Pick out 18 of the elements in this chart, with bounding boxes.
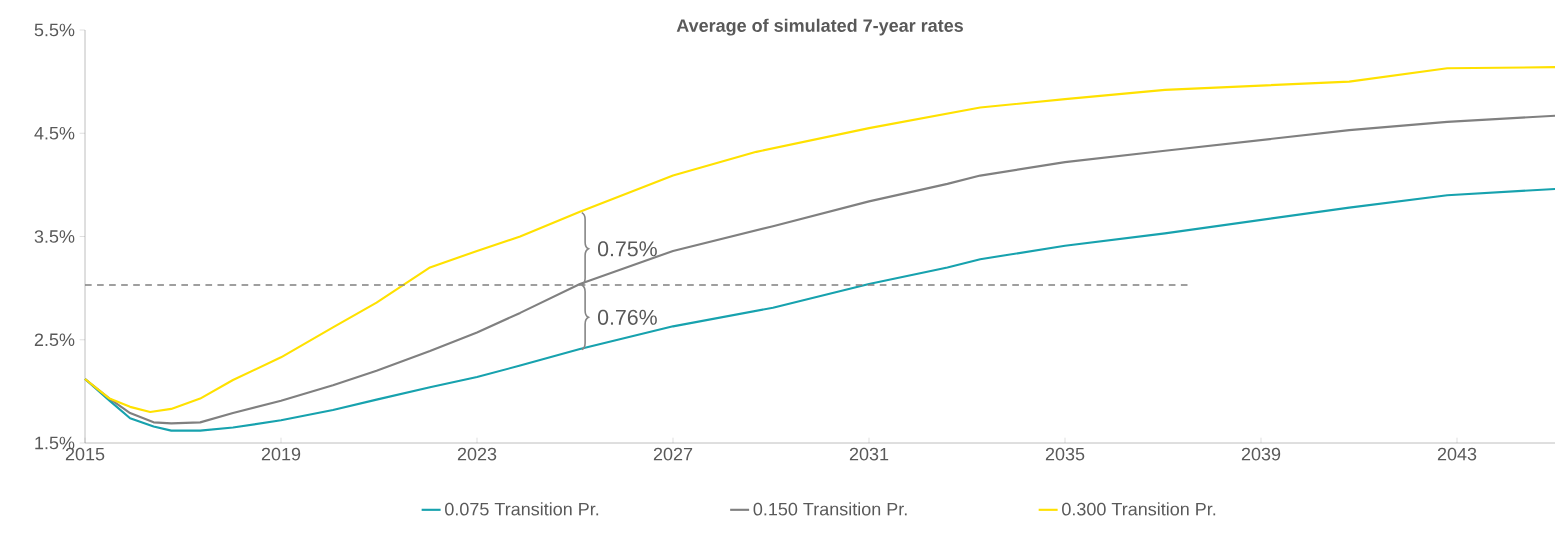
x-tick-label: 2035 [1045,447,1085,461]
x-tick-label: 2019 [261,447,301,461]
legend-label: 0.150 Transition Pr. [753,502,907,516]
legend-label: 0.075 Transition Pr. [445,502,599,516]
y-tick-label: 3.5% [34,230,75,243]
legend-label: 0.300 Transition Pr. [1062,502,1216,516]
annotation: 0.76% [597,309,657,325]
x-tick-label: 2023 [457,447,497,461]
line-series [83,66,1557,414]
y-tick-label: 2.5% [34,333,75,347]
y-tick-label: 5.5% [34,23,75,37]
chart-title: Average of simulated 7-year rates [676,18,963,36]
x-tick-label: 2043 [1437,447,1477,461]
y-tick-label: 4.5% [34,126,75,140]
x-tick-label: 2027 [653,447,693,461]
annotation: 0.75% [597,241,657,257]
x-tick-label: 2039 [1241,447,1281,461]
x-tick-label: 2031 [849,447,889,461]
